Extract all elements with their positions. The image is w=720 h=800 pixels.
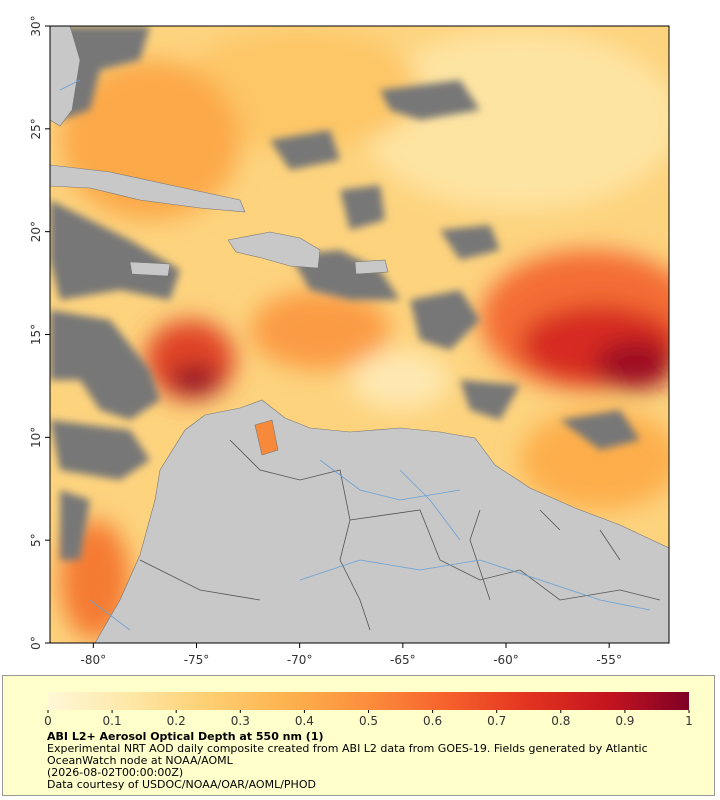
y-tick-label: 20°	[29, 221, 43, 242]
x-tick-label: -60°	[493, 653, 519, 667]
info-text: ABI L2+ Aerosol Optical Depth at 550 nm …	[47, 731, 687, 791]
colorbar-tick-label: 0.6	[423, 714, 442, 728]
y-tick-label: 30°	[29, 15, 43, 36]
cloud-mask	[50, 26, 640, 560]
y-tick-label: 15°	[29, 324, 43, 345]
colorbar-tick-label: 0.2	[167, 714, 186, 728]
rivers	[59, 79, 651, 631]
title: ABI L2+ Aerosol Optical Depth at 550 nm …	[47, 730, 324, 743]
colorbar-tick-label: 0.3	[231, 714, 250, 728]
description: Experimental NRT AOD daily composite cre…	[47, 742, 648, 767]
land	[50, 26, 669, 643]
x-tick-label: -70°	[287, 653, 313, 667]
colorbar-tick-label: 0.5	[359, 714, 378, 728]
colorbar-tick-label: 0.7	[487, 714, 506, 728]
y-tick-label: 0°	[29, 636, 43, 650]
x-tick-label: -75°	[184, 653, 210, 667]
x-tick-label: -65°	[390, 653, 416, 667]
date: (2026-08-02T00:00:00Z)	[47, 766, 184, 779]
colorbar-tick-label: 0.4	[295, 714, 314, 728]
colorbar-tick-label: 0.8	[551, 714, 570, 728]
borders	[139, 439, 661, 631]
colorbar-tick-label: 0.9	[615, 714, 634, 728]
aod-field	[50, 26, 669, 643]
colorbar-tick-label: 0.1	[103, 714, 122, 728]
y-tick-label: 5°	[29, 533, 43, 547]
x-tick-label: -55°	[596, 653, 622, 667]
colorbar-tick-label: 1	[685, 714, 693, 728]
colorbar-tick-label: 0	[44, 714, 52, 728]
colorbar	[48, 692, 689, 710]
x-tick-label: -80°	[81, 653, 107, 667]
credit: Data courtesy of USDOC/NOAA/OAR/AOML/PHO…	[47, 778, 316, 791]
y-tick-label: 25°	[29, 118, 43, 139]
y-tick-label: 10°	[29, 427, 43, 448]
